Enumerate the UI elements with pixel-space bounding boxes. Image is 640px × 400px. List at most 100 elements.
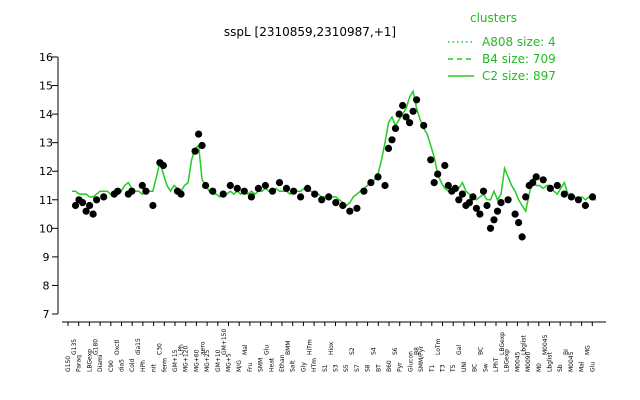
data-point [82, 207, 90, 215]
data-point [233, 184, 241, 192]
data-point [219, 190, 227, 198]
data-point [247, 193, 255, 201]
data-point [529, 179, 537, 187]
legend-title: clusters [470, 11, 517, 25]
x-tick-label: MG+120 [183, 346, 190, 372]
data-point [455, 196, 463, 204]
x-tick-label: Glu [264, 345, 271, 355]
x-tick-label: aero [199, 341, 206, 355]
x-tick-label: G135 [71, 339, 78, 355]
x-tick-label: Glu [589, 362, 596, 372]
x-tick-label: Cold [129, 358, 136, 372]
x-tick-label: Pyr [397, 362, 404, 372]
data-point [441, 161, 449, 170]
x-tick-label: Lbglist [520, 335, 527, 355]
x-tick-label: HPh [140, 360, 147, 372]
x-tick-label: GM+150 [221, 329, 228, 355]
data-point [282, 184, 291, 192]
y-tick-label: 12 [39, 165, 53, 178]
data-point [409, 107, 417, 115]
x-tick-label: Gly [300, 362, 307, 372]
data-point [268, 187, 277, 195]
x-tick-label: MG+25 [204, 349, 211, 372]
x-tick-label: M0045 [514, 351, 521, 372]
x-tick-label: Glucon [407, 351, 414, 372]
x-tick-label: G150 [65, 356, 72, 372]
data-point [511, 210, 519, 218]
data-point [360, 187, 368, 195]
data-point [191, 147, 199, 155]
x-tick-label: Mal [579, 361, 586, 372]
data-point [311, 190, 319, 198]
data-point [406, 119, 414, 127]
data-point [399, 101, 407, 110]
x-tick-label: BMM [285, 341, 292, 355]
data-point [177, 190, 185, 198]
legend-label: A808 size: 4 [482, 35, 556, 49]
data-point [518, 233, 526, 241]
data-point [588, 193, 597, 201]
data-point [332, 199, 340, 207]
x-tick-label: LBGexp [86, 349, 93, 372]
data-point [581, 201, 590, 210]
data-point [374, 173, 382, 181]
data-point [325, 193, 333, 201]
data-point [198, 141, 206, 150]
data-point [504, 196, 512, 204]
x-tick-label: Salt [290, 360, 297, 372]
data-point [458, 190, 466, 198]
x-tick-label: M0090 [525, 351, 532, 372]
data-point [483, 201, 491, 210]
data-point [79, 199, 87, 207]
data-point [402, 113, 410, 121]
x-tick-label: BT [375, 364, 382, 372]
data-point [381, 181, 389, 190]
data-point [391, 124, 400, 132]
x-tick-label: ferm [161, 358, 168, 372]
legend-label: C2 size: 897 [482, 69, 556, 83]
x-tick-label: S8 [365, 364, 372, 372]
y-tick-label: 14 [39, 108, 53, 121]
x-tick-label: M0045 [568, 351, 575, 372]
data-point [574, 196, 583, 204]
x-tick-label: Sw [482, 363, 489, 372]
x-tick-label: T1 [429, 364, 436, 373]
x-tick-label: M/G [236, 360, 243, 372]
data-point [261, 181, 269, 190]
data-point [420, 121, 428, 130]
data-point [195, 130, 203, 138]
x-tick-label: M0 [536, 363, 543, 372]
x-tick-label: HiTm [306, 339, 313, 355]
x-tick-label: S2 [349, 347, 356, 355]
data-point [434, 170, 442, 178]
data-point [142, 187, 150, 195]
y-tick-label: 9 [43, 251, 50, 264]
y-tick-label: 10 [39, 222, 53, 235]
x-tick-label: B8 [413, 347, 420, 355]
x-tick-label: LPhT [493, 357, 500, 372]
data-point [254, 184, 262, 192]
x-tick-label: Oxctl [114, 339, 121, 355]
x-tick-label: Ethan [279, 354, 286, 372]
data-point [476, 210, 484, 218]
x-tick-label: LBGexp [499, 332, 506, 355]
data-point [339, 201, 347, 210]
data-point [413, 96, 421, 104]
data-point [100, 193, 108, 201]
y-tick-label: 8 [43, 279, 50, 292]
x-tick-label: S4 [371, 347, 378, 355]
data-point [522, 193, 530, 201]
x-tick-label: C90 [108, 360, 115, 372]
data-point [138, 181, 146, 190]
x-axis-ticks: G150 Paraq LBGexp Diami C90 dia5 Cold HPh nit fer… [65, 322, 596, 373]
data-point [304, 184, 312, 192]
data-point [297, 193, 305, 201]
x-tick-label: Sb [557, 364, 564, 372]
data-point [490, 216, 498, 224]
x-tick-label: G180 [92, 339, 99, 355]
x-tick-label: Paraq [76, 355, 83, 372]
x-tick-label: Mal [242, 344, 249, 355]
x-tick-label: LPh [178, 344, 185, 355]
data-point [86, 201, 94, 210]
